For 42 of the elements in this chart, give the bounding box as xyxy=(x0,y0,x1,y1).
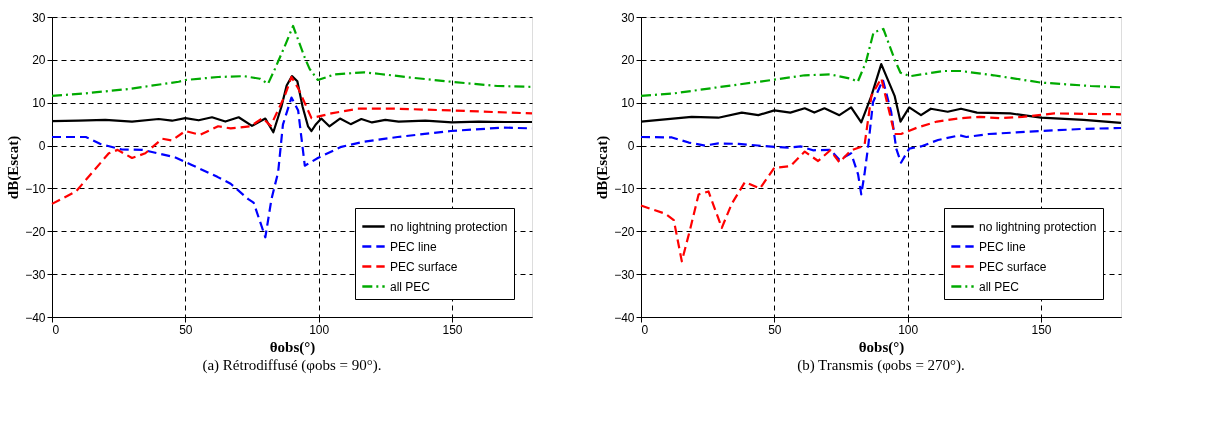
y-tick-label: 0 xyxy=(627,139,635,154)
x-tick-label: 150 xyxy=(1031,322,1052,337)
y-axis-title: dB(Escat) xyxy=(5,135,23,200)
y-tick-label: 20 xyxy=(32,53,46,68)
y-tick-label: −20 xyxy=(614,224,635,239)
y-tick-label: 10 xyxy=(32,96,46,111)
x-tick-label: 0 xyxy=(641,322,649,337)
y-tick-label: 10 xyxy=(621,96,635,111)
y-tick-label: −30 xyxy=(614,267,635,282)
y-tick-label: −10 xyxy=(25,181,46,196)
y-tick-label: 0 xyxy=(38,139,46,154)
x-axis-title: θobs(°) xyxy=(269,338,316,356)
y-tick-label: −10 xyxy=(614,181,635,196)
y-tick-label: 30 xyxy=(32,10,46,25)
y-tick-label: −40 xyxy=(25,310,46,325)
line-series xyxy=(50,75,534,205)
y-tick-label: −30 xyxy=(25,267,46,282)
y-tick-label: −20 xyxy=(25,224,46,239)
legend-label: PEC surface xyxy=(979,259,1047,274)
legend-label: all PEC xyxy=(390,279,431,294)
text: (a) Rétrodiffusé (φobs = 90°). xyxy=(202,357,382,374)
legend-label: PEC line xyxy=(979,239,1027,254)
legend-label: all PEC xyxy=(979,279,1020,294)
x-tick-label: 50 xyxy=(768,322,782,337)
line-series xyxy=(639,27,1123,97)
y-tick-label: 30 xyxy=(621,10,635,25)
y-axis-title: dB(Escat) xyxy=(594,135,612,200)
x-tick-label: 100 xyxy=(309,322,330,337)
text: (b) Transmis (φobs = 270°). xyxy=(797,357,965,374)
legend-label: no lightning protection xyxy=(390,219,508,234)
x-tick-label: 150 xyxy=(442,322,463,337)
legend-label: no lightning protection xyxy=(979,219,1097,234)
x-tick-label: 0 xyxy=(52,322,60,337)
x-axis-title: θobs(°) xyxy=(858,338,905,356)
y-tick-label: 20 xyxy=(621,53,635,68)
legend-label: PEC line xyxy=(390,239,438,254)
y-tick-label: −40 xyxy=(614,310,635,325)
x-tick-label: 100 xyxy=(898,322,919,337)
legend-label: PEC surface xyxy=(390,259,458,274)
line-series xyxy=(639,77,1123,263)
line-series xyxy=(639,78,1123,196)
x-tick-label: 50 xyxy=(179,322,193,337)
